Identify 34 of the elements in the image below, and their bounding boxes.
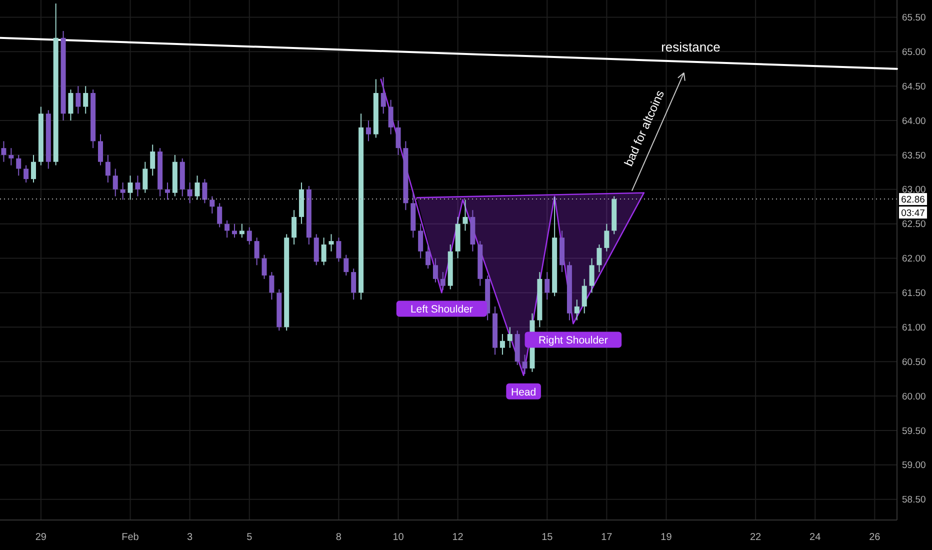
- x-tick-label: Feb: [122, 532, 140, 543]
- x-tick-label: 3: [187, 532, 194, 543]
- y-tick-label: 61.00: [902, 322, 926, 334]
- y-tick-label: 62.00: [902, 254, 926, 265]
- annotation: Left Shoulder: [410, 304, 474, 316]
- annotation: resistance: [661, 40, 720, 55]
- y-tick-label: 59.00: [902, 460, 926, 472]
- x-tick-label: 17: [601, 532, 613, 543]
- y-tick-label: 64.00: [902, 116, 926, 127]
- y-tick-label: 65.50: [902, 12, 926, 24]
- y-tick-label: 60.50: [902, 356, 926, 368]
- y-tick-label: 62.50: [902, 219, 926, 230]
- x-tick-label: 24: [810, 532, 822, 543]
- y-tick-label: 63.50: [902, 150, 926, 162]
- y-tick-label: 65.00: [902, 46, 926, 58]
- x-tick-label: 22: [750, 532, 762, 543]
- y-tick-label: 63.00: [902, 184, 926, 196]
- x-tick-label: 8: [336, 532, 342, 543]
- y-tick-label: 61.50: [902, 288, 926, 300]
- y-tick-label: 59.50: [902, 426, 926, 437]
- y-tick-label: 58.50: [902, 494, 926, 506]
- x-tick-label: 5: [246, 532, 253, 543]
- annotation: Head: [511, 386, 536, 398]
- y-tick-label: 64.50: [902, 81, 926, 92]
- annotation: Right Shoulder: [538, 334, 608, 347]
- x-tick-label: 12: [452, 532, 464, 543]
- x-tick-label: 10: [392, 532, 404, 543]
- x-tick-label: 19: [660, 532, 672, 543]
- x-tick-label: 29: [35, 532, 47, 543]
- text: 03:47: [901, 208, 925, 220]
- x-tick-label: 26: [869, 532, 881, 543]
- x-tick-label: 15: [542, 532, 554, 543]
- ref-line-label: 62.86: [901, 194, 925, 206]
- y-tick-label: 60.00: [902, 391, 926, 402]
